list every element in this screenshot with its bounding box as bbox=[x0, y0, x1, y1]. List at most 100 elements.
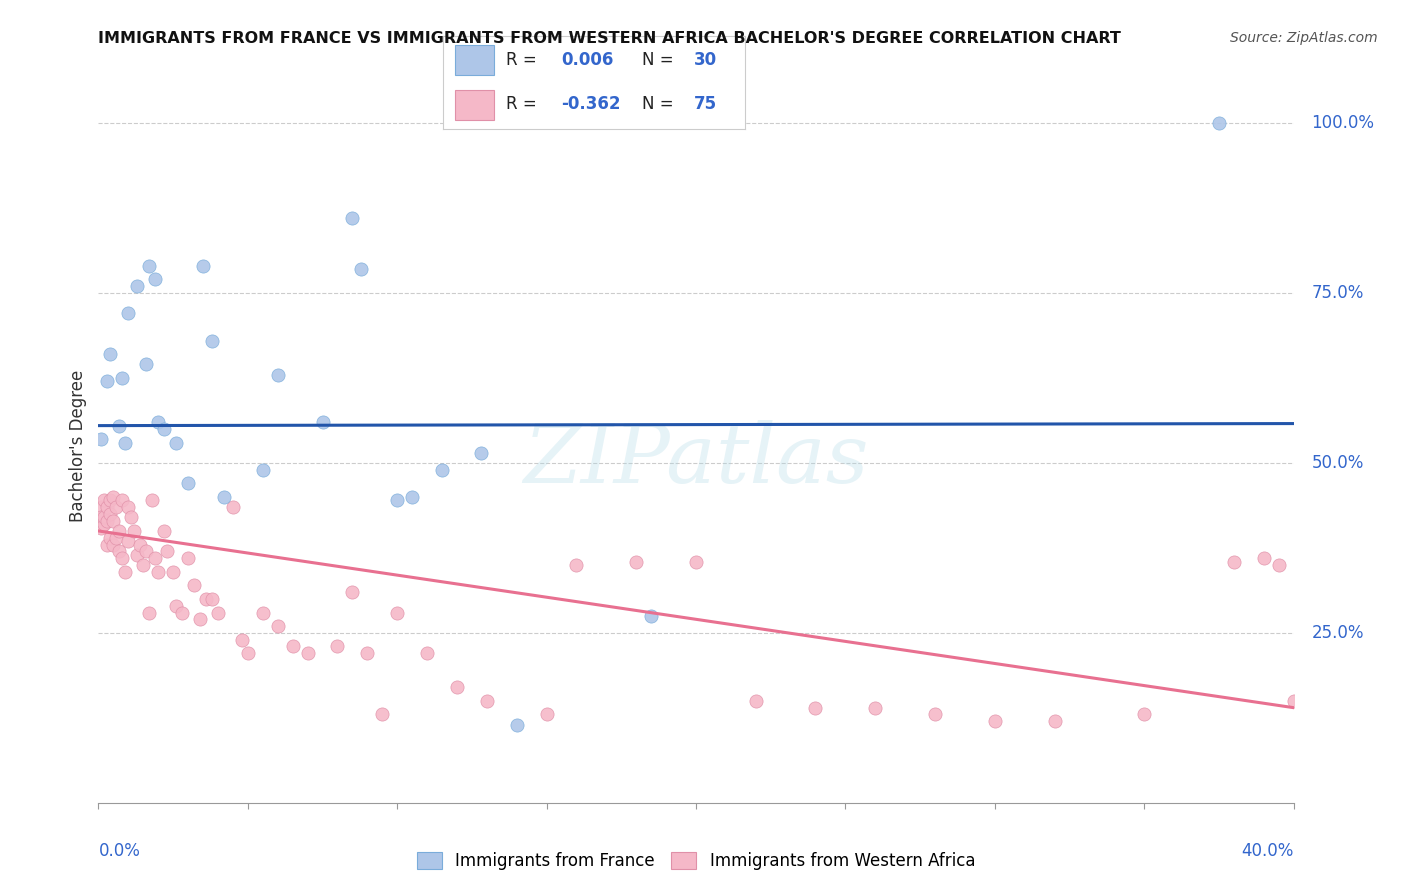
Point bbox=[103, 537, 125, 551]
Point bbox=[141, 493, 163, 508]
Point bbox=[111, 371, 134, 385]
Point bbox=[114, 435, 136, 450]
Point bbox=[188, 612, 211, 626]
Point bbox=[105, 500, 128, 515]
Point bbox=[108, 524, 131, 538]
Text: 25.0%: 25.0% bbox=[1312, 624, 1364, 642]
Text: 100.0%: 100.0% bbox=[1312, 114, 1375, 132]
Point bbox=[350, 262, 373, 277]
Point bbox=[222, 500, 245, 515]
Point bbox=[416, 646, 439, 660]
Point bbox=[108, 418, 131, 433]
Point bbox=[231, 632, 253, 647]
Text: 75.0%: 75.0% bbox=[1312, 284, 1364, 302]
Point bbox=[103, 514, 125, 528]
Bar bbox=[456, 90, 495, 120]
Point bbox=[165, 435, 187, 450]
Point bbox=[111, 551, 134, 566]
Point bbox=[1133, 707, 1156, 722]
Point bbox=[1267, 558, 1289, 572]
Point bbox=[120, 510, 142, 524]
Point bbox=[153, 524, 176, 538]
Point bbox=[111, 493, 134, 508]
Point bbox=[401, 490, 423, 504]
Point bbox=[135, 358, 157, 372]
Point bbox=[177, 551, 200, 566]
Point bbox=[96, 537, 118, 551]
Point bbox=[162, 565, 184, 579]
Point bbox=[624, 555, 647, 569]
Point bbox=[172, 606, 194, 620]
Point bbox=[865, 700, 887, 714]
Point bbox=[108, 544, 131, 558]
Point bbox=[297, 646, 319, 660]
Point bbox=[430, 463, 453, 477]
Point bbox=[93, 493, 115, 508]
Point bbox=[745, 694, 768, 708]
Point bbox=[143, 272, 166, 286]
Point bbox=[252, 463, 274, 477]
Point bbox=[201, 591, 224, 606]
Point bbox=[90, 432, 112, 446]
Point bbox=[143, 551, 166, 566]
Point bbox=[1043, 714, 1066, 729]
Text: 0.006: 0.006 bbox=[561, 51, 613, 69]
Point bbox=[342, 585, 364, 599]
Point bbox=[356, 646, 378, 660]
Text: 30: 30 bbox=[693, 51, 717, 69]
Point bbox=[1282, 694, 1305, 708]
Point bbox=[127, 279, 149, 293]
Text: IMMIGRANTS FROM FRANCE VS IMMIGRANTS FROM WESTERN AFRICA BACHELOR'S DEGREE CORRE: IMMIGRANTS FROM FRANCE VS IMMIGRANTS FRO… bbox=[98, 31, 1122, 46]
Point bbox=[685, 555, 707, 569]
Point bbox=[98, 531, 122, 545]
Point bbox=[117, 306, 139, 320]
Text: -0.362: -0.362 bbox=[561, 95, 620, 112]
Point bbox=[105, 531, 128, 545]
Point bbox=[148, 415, 170, 429]
Point bbox=[385, 493, 409, 508]
Point bbox=[640, 608, 662, 623]
Point bbox=[212, 490, 235, 504]
Text: N =: N = bbox=[643, 95, 679, 112]
Point bbox=[311, 415, 333, 429]
Point bbox=[177, 476, 200, 491]
Point bbox=[506, 717, 529, 731]
Point bbox=[153, 422, 176, 436]
Point bbox=[96, 375, 118, 389]
Point bbox=[252, 606, 274, 620]
Text: 40.0%: 40.0% bbox=[1241, 842, 1294, 860]
Point bbox=[135, 544, 157, 558]
Point bbox=[183, 578, 205, 592]
Point bbox=[385, 606, 409, 620]
Point bbox=[124, 524, 146, 538]
Point bbox=[983, 714, 1005, 729]
Point bbox=[804, 700, 827, 714]
Legend: Immigrants from France, Immigrants from Western Africa: Immigrants from France, Immigrants from … bbox=[411, 845, 981, 877]
Point bbox=[565, 558, 588, 572]
Point bbox=[156, 544, 179, 558]
Point bbox=[98, 507, 122, 521]
Y-axis label: Bachelor's Degree: Bachelor's Degree bbox=[69, 370, 87, 522]
Text: 75: 75 bbox=[693, 95, 717, 112]
Point bbox=[90, 520, 112, 534]
Point bbox=[138, 259, 160, 273]
Point bbox=[475, 694, 498, 708]
Text: N =: N = bbox=[643, 51, 679, 69]
Point bbox=[90, 510, 112, 524]
Text: R =: R = bbox=[506, 51, 543, 69]
Point bbox=[1223, 555, 1246, 569]
Point bbox=[371, 707, 394, 722]
Point bbox=[103, 490, 125, 504]
Point bbox=[267, 619, 290, 633]
Point bbox=[536, 707, 558, 722]
Point bbox=[98, 347, 122, 361]
Point bbox=[191, 259, 214, 273]
Point bbox=[326, 640, 349, 654]
Point bbox=[470, 446, 492, 460]
Point bbox=[90, 500, 112, 515]
Point bbox=[132, 558, 155, 572]
Point bbox=[96, 514, 118, 528]
Point bbox=[114, 565, 136, 579]
Point bbox=[1208, 116, 1230, 130]
Point bbox=[93, 517, 115, 532]
